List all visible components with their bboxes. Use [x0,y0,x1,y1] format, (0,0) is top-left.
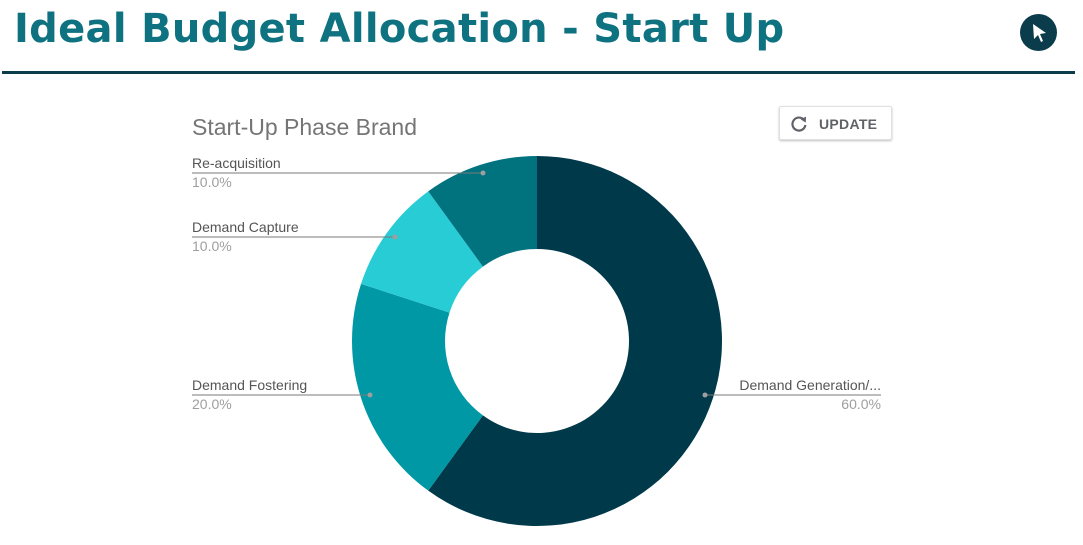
title-divider [2,71,1075,74]
donut-slice[interactable] [352,283,483,491]
page-title: Ideal Budget Allocation - Start Up [14,6,785,52]
slice-label: Demand Fostering [192,377,307,393]
leader-dot [392,234,398,240]
cursor-arrow-icon[interactable] [1020,14,1057,51]
donut-slice[interactable] [361,191,483,313]
donut-slice[interactable] [428,156,537,267]
slice-percent: 10.0% [192,174,232,190]
slice-label: Re-acquisition [192,155,281,171]
slice-percent: 10.0% [192,238,232,254]
slice-percent: 60.0% [841,396,881,412]
slice-label: Demand Capture [192,219,299,235]
cursor-arrow-glyph [1033,24,1046,42]
donut-slice[interactable] [428,156,722,526]
chart-title: Start-Up Phase Brand [192,114,418,140]
update-button[interactable]: UPDATE [779,106,892,140]
slice-label: Demand Generation/... [739,377,881,393]
leader-dot [367,392,373,398]
leader-dot [480,170,486,176]
refresh-icon [791,116,807,132]
leader-dot [702,392,708,398]
update-button-label: UPDATE [819,116,878,132]
slice-percent: 20.0% [192,396,232,412]
